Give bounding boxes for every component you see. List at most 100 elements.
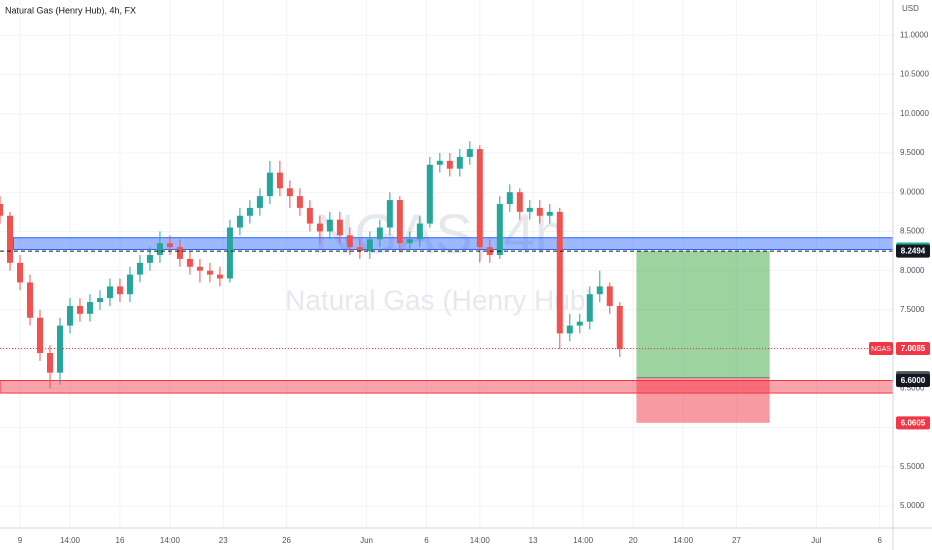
y-tick-label: 7.5000 — [900, 305, 925, 314]
candle-body — [406, 239, 413, 244]
y-tick-label: 9.0000 — [900, 187, 925, 196]
x-tick-label: 23 — [219, 536, 228, 545]
chart-title: Natural Gas (Henry Hub), 4h, FX — [5, 5, 136, 15]
candle-body — [476, 149, 483, 248]
candle-body — [186, 258, 193, 267]
candle-body — [276, 172, 283, 189]
candle-body — [6, 215, 13, 263]
candle-body — [116, 286, 123, 295]
candle-body — [416, 223, 423, 240]
x-tick-label: Jul — [811, 536, 821, 545]
x-tick-label: 14:00 — [160, 536, 181, 545]
candle-body — [196, 266, 203, 271]
candle-body — [546, 211, 553, 216]
price-tag-label: 8.2494 — [901, 247, 926, 256]
price-tag-label: 7.0085 — [901, 344, 926, 353]
candle-body — [56, 325, 63, 373]
candle-body — [436, 160, 443, 165]
candle-body — [326, 219, 333, 232]
y-tick-label: 8.5000 — [900, 227, 925, 236]
candle-body — [586, 294, 593, 322]
candle-body — [146, 254, 153, 263]
candle-body — [286, 188, 293, 197]
price-tag — [896, 244, 930, 258]
zones — [0, 237, 894, 423]
candle-body — [486, 247, 493, 255]
price-tag — [896, 341, 930, 355]
candle-body — [516, 192, 523, 212]
candle-body — [616, 305, 623, 350]
x-tick-label: 16 — [116, 536, 125, 545]
candles — [0, 141, 623, 389]
candle-body — [306, 207, 313, 224]
candle-body — [216, 274, 223, 279]
x-tick-label: 13 — [529, 536, 538, 545]
watermark: NGAS, 4h — [314, 202, 566, 265]
candle-body — [456, 156, 463, 169]
candle-body — [346, 235, 353, 248]
candle-body — [316, 223, 323, 232]
candle-body — [356, 247, 363, 252]
candle-body — [86, 302, 93, 314]
price-tag-label: 6.0605 — [901, 418, 926, 427]
candle-body — [136, 262, 143, 275]
candle-body — [226, 227, 233, 279]
x-tick-label: 6 — [424, 536, 429, 545]
price-tag — [896, 374, 930, 388]
price-tag — [896, 416, 930, 430]
candle-body — [236, 215, 243, 228]
x-tick-label: 14:00 — [573, 536, 594, 545]
candle-body — [26, 282, 33, 318]
price-tag-label: 6.6000 — [901, 376, 926, 385]
x-tick-label: 14:00 — [673, 536, 694, 545]
watermark-subtitle: Natural Gas (Henry Hub) — [285, 284, 595, 315]
y-tick-label: 6.5000 — [900, 383, 925, 392]
candle-body — [126, 274, 133, 295]
candle-body — [156, 243, 163, 255]
x-tick-label: 27 — [732, 536, 741, 545]
currency: USD — [902, 4, 919, 13]
symbol-tag-label: NGAS — [871, 346, 891, 353]
candle-body — [576, 321, 583, 326]
candle-body — [536, 207, 543, 216]
candle-body — [76, 305, 83, 314]
position-loss — [636, 377, 770, 423]
y-tick-label: 11.0000 — [900, 30, 929, 39]
candle-body — [556, 211, 563, 334]
y-tick-label: 8.0000 — [900, 266, 925, 275]
symbol-tag — [869, 341, 893, 355]
candle-body — [466, 149, 473, 157]
candle-body — [336, 219, 343, 236]
candle-body — [386, 200, 393, 228]
candle-body — [46, 353, 53, 373]
candle-body — [366, 239, 373, 252]
candle-body — [206, 270, 213, 275]
candle-body — [106, 286, 113, 299]
candle-body — [396, 200, 403, 244]
x-tick-label: Jun — [360, 536, 373, 545]
price-lines — [0, 250, 893, 349]
candle-body — [496, 203, 503, 255]
candle-body — [66, 305, 73, 326]
candle-body — [246, 207, 253, 216]
x-tick-label: 6 — [877, 536, 882, 545]
candle-body — [596, 286, 603, 295]
candle-body — [16, 262, 23, 283]
candle-body — [176, 247, 183, 259]
candle-body — [376, 227, 383, 240]
candle-body — [96, 298, 103, 303]
candle-body — [0, 203, 3, 216]
candle-body — [446, 160, 453, 169]
candle-body — [526, 207, 533, 212]
position-profit — [636, 251, 770, 378]
candle-body — [566, 325, 573, 334]
x-tick-label: 14:00 — [470, 536, 491, 545]
y-tick-label: 5.0000 — [900, 501, 925, 510]
candle-body — [506, 192, 513, 204]
x-tick-label: 20 — [629, 536, 638, 545]
y-tick-label: 5.5000 — [900, 462, 925, 471]
candle-body — [266, 172, 273, 197]
zone — [12, 237, 894, 250]
